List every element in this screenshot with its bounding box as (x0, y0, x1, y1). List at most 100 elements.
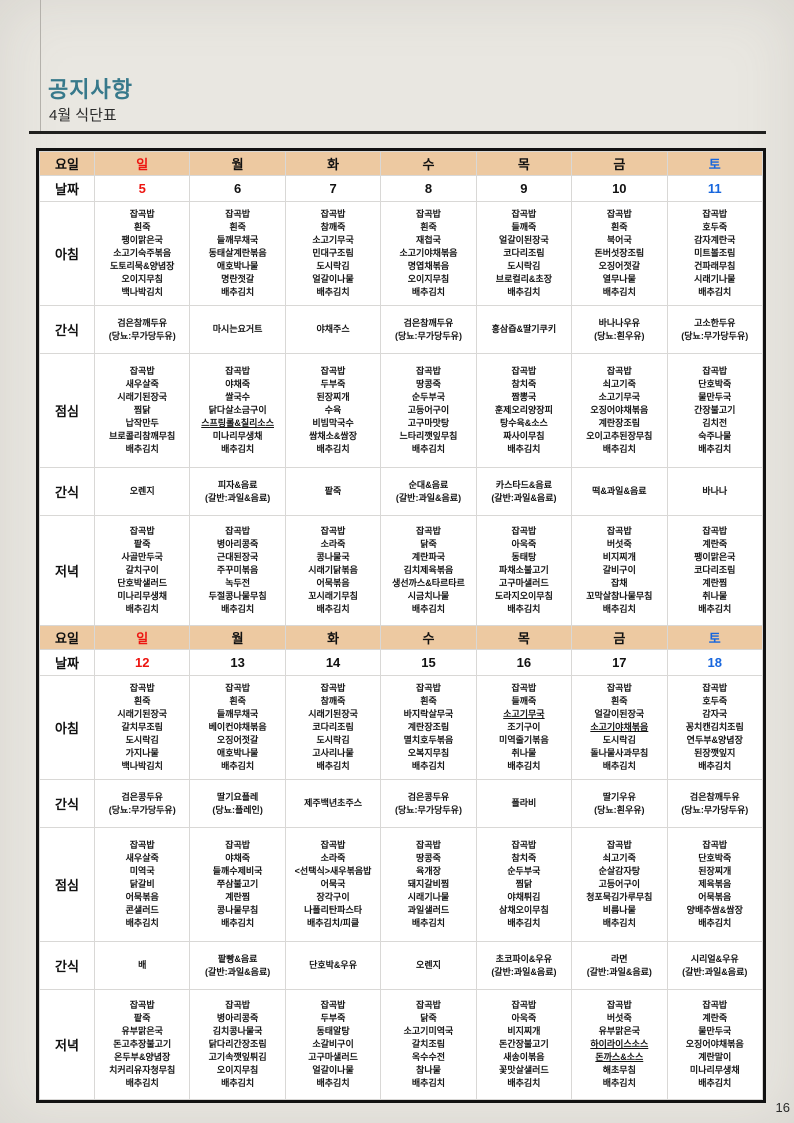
menu-item: 호두죽 (702, 696, 728, 706)
menu-cell: 잡곡밥 흰죽 들깨무채국 동태살계란볶음 애호박나물 명란젓갈 배추김치 (189, 201, 286, 306)
menu-item: 동태알탕 (316, 1026, 350, 1036)
menu-item: 검은참깨두유 (689, 791, 740, 802)
menu-item: 장각구이 (316, 892, 350, 902)
menu-item: 배추김치 (411, 1078, 446, 1088)
menu-item: 재첩국 (416, 235, 441, 245)
menu-item: 된장찌개 (316, 392, 350, 402)
menu-cell: 잡곡밥 새우살죽 시래기된장국 찜닭 납작만두 브로콜리참깨무침 배추김치 (93, 353, 191, 468)
menu-cell: 잡곡밥 단호박죽 된장찌개 제육볶음 어묵볶음 양배추쌈&쌈장 배추김치 (666, 827, 764, 942)
menu-cell: 잡곡밥 들깨죽 소고기무국 조기구이 미역줄기볶음 취나물 배추김치 (475, 675, 573, 780)
menu-item: 폴라비 (511, 798, 537, 808)
menu-item: 배추김치 (507, 444, 541, 454)
day-header-cell: 일 (93, 151, 191, 176)
menu-cell: 잡곡밥 호두죽 감자국 꽁치캔김치조림 연두부&양념장 된장깻잎지 배추김치 (666, 675, 764, 780)
menu-item: 잡곡밥 (320, 526, 346, 536)
menu-item: 소고기무국 (598, 392, 641, 402)
menu-item: 김치제육볶음 (403, 565, 454, 575)
menu-item: 순대&음료 (408, 479, 449, 490)
menu-item: 납작만두 (125, 418, 159, 428)
date-cell: 7 (284, 175, 382, 202)
menu-item: 찜닭 (133, 405, 151, 415)
menu-item: 흰죽 (611, 222, 628, 232)
menu-item: 잡곡밥 (416, 1000, 441, 1010)
menu-item: 갈비구이 (602, 565, 636, 575)
menu-item: 도시락김 (316, 261, 350, 271)
menu-item: 쇠고기죽 (602, 379, 636, 389)
menu-item: 바나나 (702, 486, 728, 496)
menu-cell: 잡곡밥 흰죽 얼갈이된장국 소고기야채볶음 도시락김 돌나물사과무침 배추김치 (571, 675, 668, 780)
menu-item: 홍삼즙&딸기쿠키 (491, 324, 557, 334)
menu-item: 배추김치 (602, 918, 636, 928)
menu-item: 피자&음료 (217, 479, 258, 490)
menu-item: 쭈삼불고기 (216, 879, 259, 889)
page-subtitle: 4월 식단표 (49, 107, 117, 124)
menu-cell: 잡곡밥 야채죽 쌀국수 닭다살소금구이 스프링롤&칠리소스 미나리무생채 배추김치 (189, 353, 286, 468)
menu-cell: 야채주스 (284, 305, 382, 354)
menu-item: 들깨수제비국 (212, 866, 263, 876)
menu-cell: 잡곡밥 새우살죽 미역국 닭갈비 어묵볶음 콘샐러드 배추김치 (93, 827, 191, 942)
day-header-cell: 월 (189, 625, 286, 650)
menu-item: 고기속깻잎튀김 (208, 1052, 267, 1062)
menu-item: 시래기된장국 (117, 392, 168, 402)
menu-item: (당뇨:무가당두유) (395, 330, 462, 341)
menu-item: 닭다리간장조림 (208, 1039, 267, 1049)
menu-item: 배추김치 (698, 604, 732, 614)
menu-item: 꽃맛살샐러드 (499, 1065, 549, 1075)
menu-item: 오징어젓갈 (598, 261, 641, 271)
menu-item: 잡곡밥 (511, 840, 537, 850)
menu-item: 참깨죽 (320, 696, 346, 706)
date-cell: 12 (93, 649, 191, 676)
menu-item: 잡곡밥 (606, 366, 632, 376)
menu-item: 닭죽 (420, 539, 437, 549)
menu-item: 소고기숙주볶음 (113, 248, 172, 258)
menu-cell: 잡곡밥 계란죽 물만두국 오징어야채볶음 계란말이 미나리무생채 배추김치 (666, 989, 764, 1100)
menu-item: 병아리콩죽 (216, 1013, 259, 1023)
menu-item: 배추김치 (411, 918, 446, 928)
menu-cell: 팥죽 (284, 467, 382, 516)
menu-item: 배추김치 (507, 1078, 541, 1088)
menu-item: 흰죽 (420, 696, 437, 706)
day-header-cell: 토 (666, 151, 764, 176)
menu-item: 미역국 (129, 866, 155, 876)
menu-item: 배추김치 (602, 604, 636, 614)
menu-item: 훈제오리양장피 (494, 405, 553, 415)
menu-cell: 잡곡밥 단호박죽 물만두국 간장불고기 김치전 숙주나물 배추김치 (666, 353, 764, 468)
menu-item: 단호박&우유 (309, 960, 357, 970)
menu-cell: 배 (93, 941, 191, 990)
menu-cell: 오렌지 (380, 941, 477, 990)
menu-item: 어묵볶음 (316, 578, 350, 588)
menu-cell: 마시는요거트 (189, 305, 286, 354)
menu-item: 배추김치 (316, 604, 350, 614)
menu-item: 들깨무채국 (216, 709, 259, 719)
menu-cell: 잡곡밥 참깨죽 소고기무국 민대구조림 도시락김 얼갈이나물 배추김치 (284, 201, 382, 306)
menu-item: 소고기무국 (312, 235, 354, 245)
menu-item: 배추김치/피클 (306, 918, 360, 928)
menu-item: 바지락살무국 (403, 709, 454, 719)
menu-item: 취나물 (702, 591, 728, 601)
menu-item: 두부죽 (320, 1013, 346, 1023)
menu-cell: 딸기우유 (당뇨:흰우유) (571, 779, 668, 828)
menu-item: 오이지무침 (121, 274, 163, 284)
menu-item: 짜사이무침 (503, 431, 545, 441)
date-cell: 17 (571, 649, 668, 676)
date-cell: 15 (380, 649, 477, 676)
menu-item: 배추김치 (411, 604, 446, 614)
menu-item: 주꾸미볶음 (216, 565, 259, 575)
menu-item: 버섯죽 (606, 1013, 632, 1023)
menu-item: 배추김치 (221, 1078, 255, 1088)
menu-cell: 잡곡밥 호두죽 감자계란국 미트볼조림 건파래무침 시래기나물 배추김치 (666, 201, 764, 306)
menu-item: 배추김치 (125, 918, 159, 928)
menu-item: 참치죽 (511, 379, 537, 389)
menu-item: 청포묵김가루무침 (586, 892, 653, 902)
menu-cell: 고소한두유 (당뇨:무가당두유) (666, 305, 764, 354)
menu-item: 잡곡밥 (225, 526, 251, 536)
menu-item: 취나물 (511, 748, 537, 758)
menu-item: 동태탕 (511, 552, 537, 562)
menu-item: 참나물 (416, 1065, 441, 1075)
menu-cell: 피자&음료 (갈반:과일&음료) (189, 467, 286, 516)
menu-item: 물만두국 (698, 392, 732, 402)
menu-item: 돈까스&소스 (595, 1052, 644, 1062)
menu-item: 콘샐러드 (125, 905, 159, 915)
menu-item: 단호박샐러드 (117, 578, 168, 588)
menu-item: 흰죽 (229, 696, 246, 706)
